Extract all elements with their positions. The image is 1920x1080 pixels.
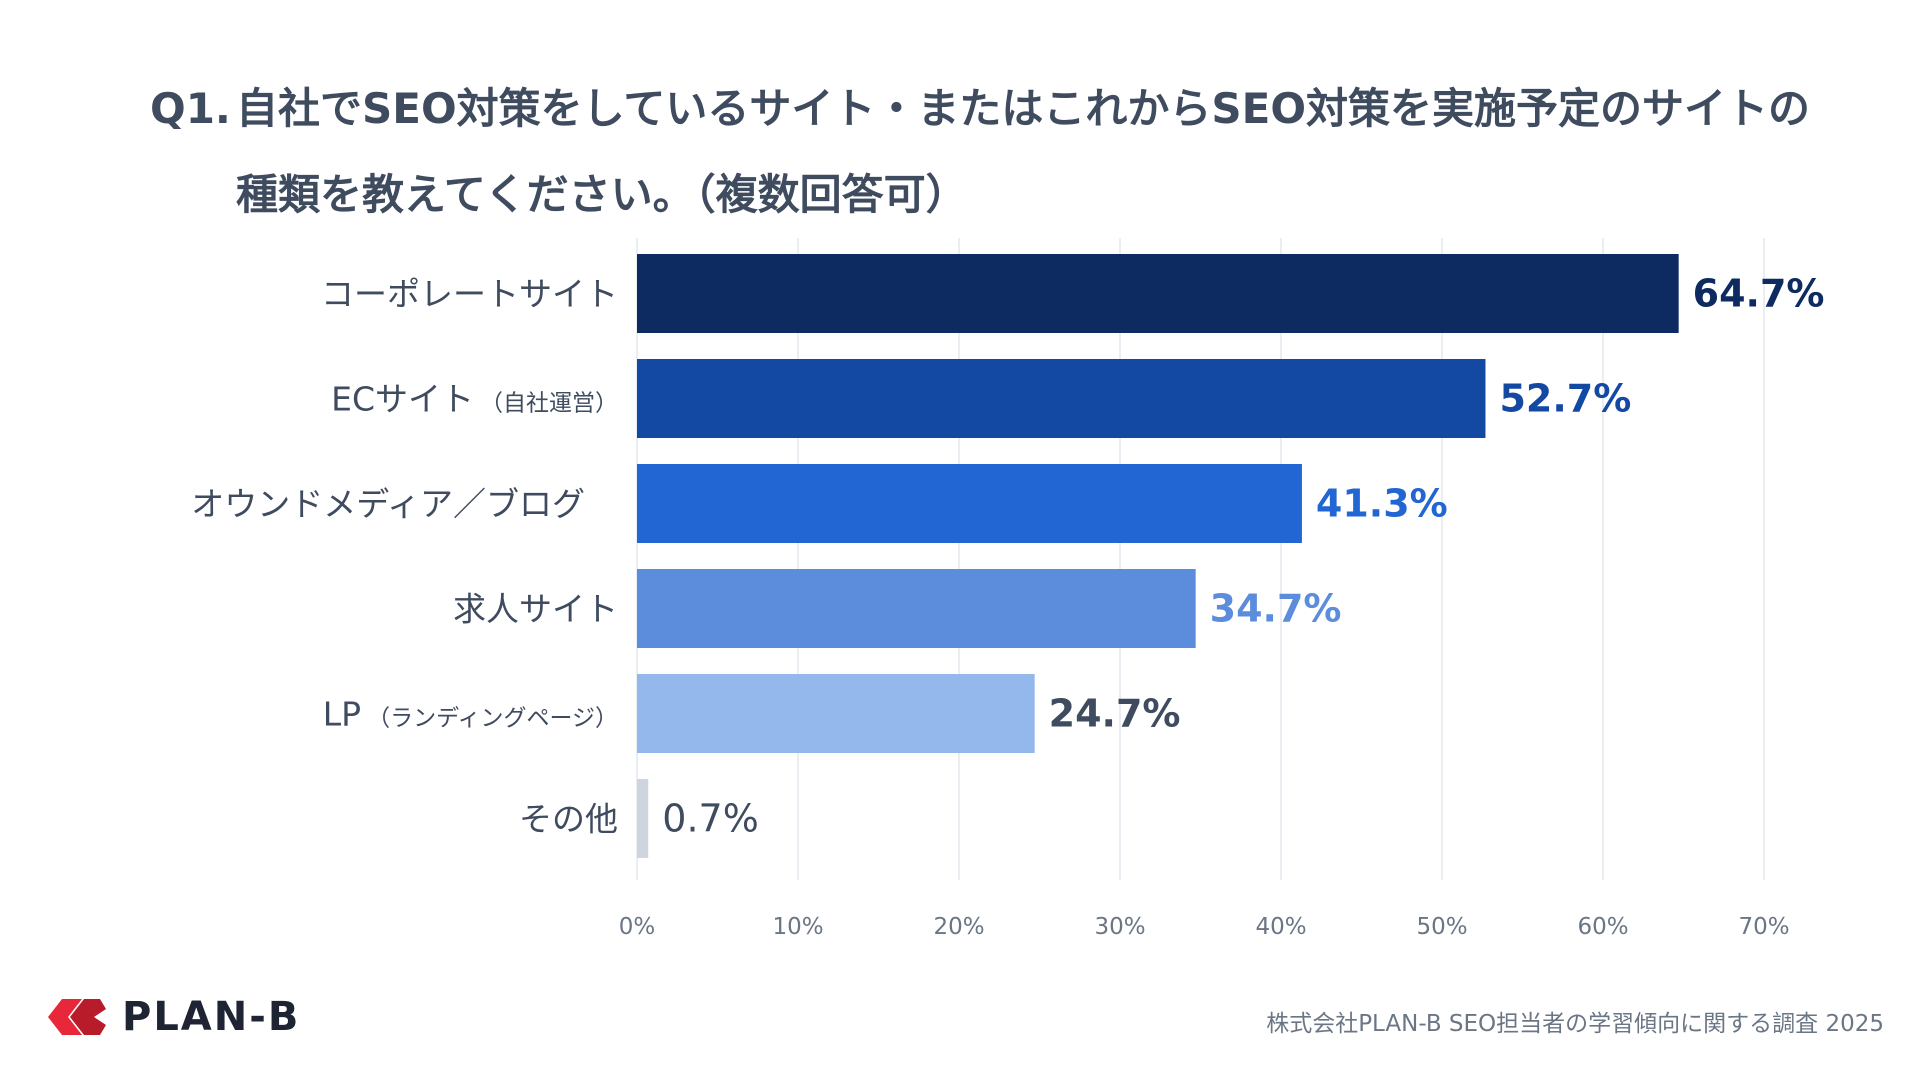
data-label: 24.7%	[1049, 692, 1181, 736]
category-label: 求人サイト	[453, 590, 618, 629]
x-tick-label: 40%	[1255, 914, 1306, 940]
chart-title: Q1. 自社でSEO対策をしているサイト・またはこれからSEO対策を実施予定のサイ…	[150, 66, 1850, 238]
bar	[637, 464, 1302, 543]
title-line-1: 自社でSEO対策をしているサイト・またはこれからSEO対策を実施予定のサイトの	[236, 84, 1811, 133]
data-label: 0.7%	[662, 797, 759, 841]
x-tick-label: 70%	[1738, 914, 1789, 940]
data-label: 41.3%	[1316, 482, 1448, 526]
bar	[637, 254, 1679, 333]
x-tick-label: 0%	[619, 914, 656, 940]
x-tick-label: 20%	[933, 914, 984, 940]
category-label: LP （ランディングページ）	[323, 695, 618, 734]
bar-chart: 0% 10% 20% 30% 40% 50% 60% 70% 64.7% コーポレートサイト 52.…	[191, 238, 1825, 940]
data-label: 52.7%	[1499, 377, 1631, 421]
bar	[637, 359, 1486, 438]
plan-b-logo-icon	[48, 999, 106, 1035]
x-tick-label: 60%	[1577, 914, 1628, 940]
x-tick-label: 30%	[1094, 914, 1145, 940]
bar	[637, 779, 649, 858]
data-label: 64.7%	[1693, 272, 1825, 316]
bar	[637, 569, 1196, 648]
title-line-2: 種類を教えてください。（複数回答可）	[236, 170, 968, 219]
category-label: ECサイト （自社運営）	[331, 380, 618, 419]
bar	[637, 674, 1035, 753]
question-number: Q1.	[150, 84, 231, 133]
logo: PLAN-B	[48, 992, 300, 1042]
x-tick-label: 50%	[1416, 914, 1467, 940]
category-label: オウンドメディア／ブログ	[191, 485, 585, 524]
category-label: コーポレートサイト	[321, 275, 618, 314]
logo-text: PLAN-B	[122, 994, 301, 1040]
category-label: その他	[519, 800, 618, 839]
x-tick-label: 10%	[772, 914, 823, 940]
data-label: 34.7%	[1210, 587, 1342, 631]
source-caption: 株式会社PLAN-B SEO担当者の学習傾向に関する調査 2025	[1266, 1011, 1884, 1037]
